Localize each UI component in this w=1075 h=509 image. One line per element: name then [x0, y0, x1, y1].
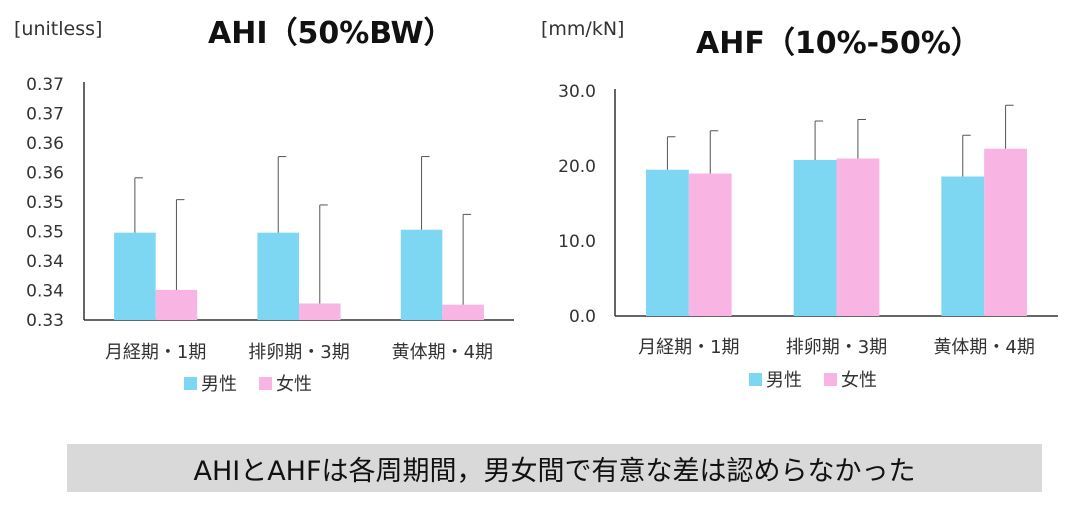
left-bar-female [155, 289, 198, 320]
left-category-label: 黄体期・4期 [392, 342, 493, 363]
right-category-label: 黄体期・4期 [933, 337, 1034, 358]
right-y-tick-label: 20.0 [558, 157, 596, 177]
right-legend-swatch-male [749, 373, 762, 386]
left-legend-swatch-male [184, 377, 197, 390]
left-bar-female [442, 304, 484, 320]
left-chart-unit: [unitless] [14, 18, 103, 40]
left-y-tick-label: 0.34 [26, 282, 64, 302]
right-y-tick-label: 30.0 [558, 82, 596, 102]
left-bar-male [114, 232, 156, 320]
left-chart-title: AHI（50%BW） [208, 16, 454, 51]
left-y-tick-label: 0.35 [26, 223, 64, 243]
right-y-tick-label: 10.0 [558, 232, 596, 252]
chart-canvas: 0.33 0.34 0.34 0.35 0.35 0.36 0.36 0.37 0.37 月経期・… [26, 75, 1058, 395]
left-y-tick-label: 0.36 [26, 134, 64, 154]
right-legend-swatch-female [824, 373, 837, 386]
left-y-tick-label: 0.35 [26, 193, 64, 213]
conclusion-banner: AHIとAHFは各周期間，男女間で有意な差は認めらなかった [67, 444, 1042, 492]
right-chart-unit: [mm/kN] [541, 18, 625, 40]
right-bar-male [646, 169, 689, 316]
right-category-label: 月経期・1期 [638, 337, 739, 358]
left-legend-label-male: 男性 [201, 374, 237, 395]
left-bar-male [257, 232, 299, 320]
right-y-tick-label: 0.0 [569, 307, 596, 327]
left-bar-male [400, 229, 443, 320]
left-category-label: 排卵期・3期 [248, 342, 349, 363]
left-y-tick-label: 0.37 [26, 105, 64, 125]
left-bar-female [299, 303, 341, 320]
right-bar-female [836, 158, 880, 316]
right-category-label: 排卵期・3期 [786, 337, 887, 358]
left-legend-swatch-female [259, 377, 272, 390]
right-legend-label-male: 男性 [766, 370, 802, 391]
left-category-label: 月経期・1期 [105, 342, 206, 363]
right-bar-female [984, 148, 1027, 316]
left-legend-label-female: 女性 [276, 374, 312, 395]
right-bar-male [793, 160, 837, 316]
right-bar-male [941, 176, 985, 316]
right-legend-label-female: 女性 [841, 370, 877, 391]
left-y-tick-label: 0.33 [26, 311, 64, 331]
right-bar-female [688, 173, 732, 316]
left-y-tick-label: 0.34 [26, 252, 64, 272]
left-y-tick-label: 0.37 [26, 75, 64, 95]
right-chart-title: AHF（10%-50%） [696, 26, 981, 61]
left-y-tick-label: 0.36 [26, 164, 64, 184]
